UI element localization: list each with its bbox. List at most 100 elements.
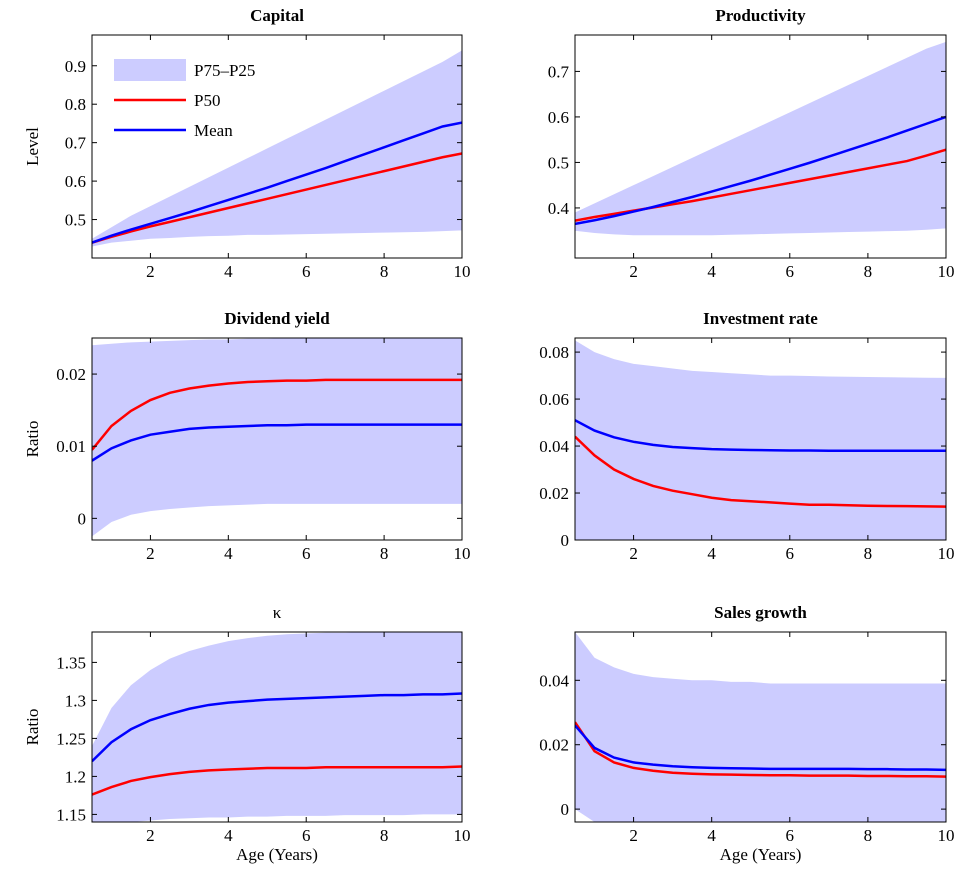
y-tick-label: 1.2	[65, 767, 86, 786]
y-tick-label: 0.7	[65, 134, 87, 153]
legend-label: P75–P25	[194, 61, 255, 80]
y-tick-label: 1.3	[65, 691, 86, 710]
x-tick-label: 2	[146, 826, 155, 845]
y-tick-label: 0.02	[539, 736, 569, 755]
y-tick-label: 0.04	[539, 437, 569, 456]
axes-box	[91, 34, 463, 259]
x-tick-label: 4	[707, 544, 716, 563]
x-tick-label: 4	[707, 826, 716, 845]
x-tick-label: 10	[454, 262, 471, 281]
panel: 2 4 6 8 10 0 0.02 0.04 0.06 0.08 Investment rate	[539, 309, 954, 563]
band	[92, 50, 462, 247]
x-tick-label: 10	[454, 544, 471, 563]
chart-title: Capital	[250, 6, 304, 25]
axes-box	[574, 337, 947, 541]
plot-area	[92, 632, 462, 822]
axes-box	[574, 34, 947, 259]
y-tick-label: 0.02	[539, 484, 569, 503]
plot-area	[575, 41, 946, 236]
panel: 2 4 6 8 10 0 0.02 0.04 Sales growth Age (Years)	[539, 603, 954, 864]
line	[92, 692, 462, 763]
legend-label: P50	[194, 91, 220, 110]
band	[92, 338, 462, 537]
plot-area	[92, 338, 462, 537]
band	[575, 41, 946, 236]
x-tick-label: 6	[786, 826, 795, 845]
x-tick-label: 2	[146, 262, 155, 281]
x-tick-label: 10	[938, 544, 955, 563]
plot-area	[92, 50, 462, 247]
chart-title: Productivity	[715, 6, 806, 25]
chart-title: Sales growth	[714, 603, 807, 622]
legend-label: Mean	[194, 121, 233, 140]
y-tick-label: 0.8	[65, 95, 86, 114]
line	[575, 419, 946, 452]
axes-box	[91, 337, 463, 541]
y-tick-label: 0.5	[65, 211, 86, 230]
y-tick-label: 0	[78, 509, 87, 528]
y-tick-label: 0.4	[548, 199, 570, 218]
legend: P75–P25 P50 Mean	[114, 59, 255, 140]
x-tick-label: 6	[302, 544, 311, 563]
chart-title: Investment rate	[703, 309, 818, 328]
x-tick-label: 6	[786, 262, 795, 281]
line	[92, 152, 462, 244]
x-tick-label: 2	[629, 826, 638, 845]
x-tick-label: 10	[454, 826, 471, 845]
x-tick-label: 6	[302, 262, 311, 281]
line	[575, 435, 946, 508]
x-tick-label: 2	[146, 544, 155, 563]
chart-title: Dividend yield	[224, 309, 330, 328]
x-tick-label: 8	[380, 826, 389, 845]
y-tick-label: 0.5	[548, 153, 569, 172]
line	[575, 721, 946, 778]
panel: 2 4 6 8 10 1.15 1.2 1.25 1.3 1.35 κ Ratio Age (Years…	[23, 603, 471, 864]
plot-area	[575, 632, 946, 822]
y-tick-label: 1.15	[56, 805, 86, 824]
y-tick-label: 1.25	[56, 729, 86, 748]
x-tick-label: 8	[864, 544, 873, 563]
x-tick-label: 6	[786, 544, 795, 563]
axes-box	[91, 631, 463, 823]
y-tick-label: 0.7	[548, 62, 570, 81]
line	[575, 115, 946, 226]
line	[92, 765, 462, 796]
y-axis-label: Ratio	[23, 709, 42, 746]
line	[575, 724, 946, 772]
x-tick-label: 4	[224, 826, 233, 845]
x-tick-label: 8	[380, 544, 389, 563]
x-tick-label: 8	[864, 826, 873, 845]
y-tick-label: 0	[561, 800, 570, 819]
x-tick-label: 4	[224, 262, 233, 281]
y-tick-label: 0.06	[539, 390, 569, 409]
y-tick-label: 1.35	[56, 653, 86, 672]
x-tick-label: 4	[224, 544, 233, 563]
x-axis-label: Age (Years)	[236, 845, 318, 864]
x-tick-label: 2	[629, 262, 638, 281]
plot-area	[575, 340, 946, 540]
band	[575, 632, 946, 822]
chart-title: κ	[273, 603, 282, 622]
legend-swatch	[114, 59, 186, 81]
panel: 2 4 6 8 10 0.5 0.6 0.7 0.8 0.9 Capital Level P75–P25…	[23, 6, 471, 281]
y-tick-label: 0.9	[65, 57, 86, 76]
x-axis-label: Age (Years)	[720, 845, 802, 864]
x-tick-label: 10	[938, 262, 955, 281]
panel: 2 4 6 8 10 0.4 0.5 0.6 0.7 Productivity	[548, 6, 955, 281]
x-tick-label: 4	[707, 262, 716, 281]
y-tick-label: 0	[561, 531, 570, 550]
x-tick-label: 2	[629, 544, 638, 563]
y-tick-label: 0.04	[539, 671, 569, 690]
y-tick-label: 0.02	[56, 365, 86, 384]
x-tick-label: 8	[864, 262, 873, 281]
y-axis-label: Level	[23, 127, 42, 166]
y-tick-label: 0.08	[539, 343, 569, 362]
band	[92, 632, 462, 822]
y-tick-label: 0.01	[56, 437, 86, 456]
panel: 2 4 6 8 10 0 0.01 0.02 Dividend yield Ratio	[23, 309, 471, 563]
y-tick-label: 0.6	[65, 172, 86, 191]
x-tick-label: 8	[380, 262, 389, 281]
line	[92, 378, 462, 451]
